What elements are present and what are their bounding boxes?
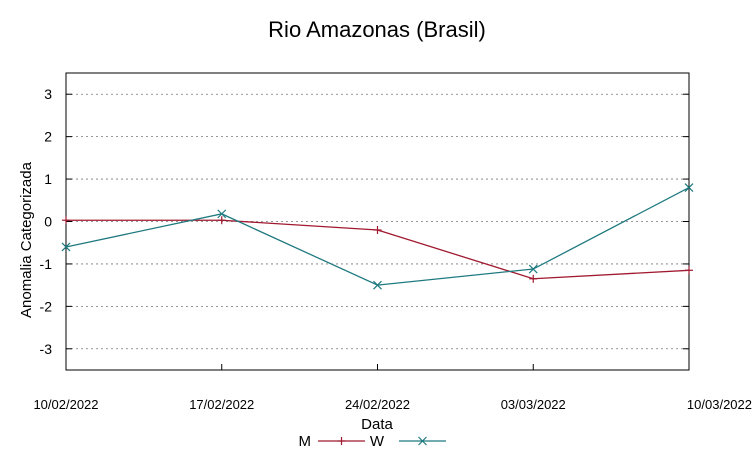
x-axis: 10/02/2022 17/02/2022 24/02/2022 03/03/2022… [33, 364, 752, 412]
y-tick-label: 3 [44, 86, 52, 102]
chart-title: Rio Amazonas (Brasil) [268, 17, 486, 42]
y-tick-label: -1 [40, 256, 53, 272]
point-marker [684, 183, 694, 192]
x-tick-label: 10/03/2022 [687, 397, 752, 412]
x-tick-label: 10/02/2022 [33, 397, 98, 412]
x-tick-label: 17/02/2022 [189, 397, 254, 412]
point-marker [418, 436, 427, 446]
y-tick-label: -2 [40, 298, 53, 314]
series-line [65, 186, 690, 286]
legend-item-w: W [370, 433, 446, 450]
y-tick-label: -3 [40, 341, 53, 357]
legend-item-m: M [299, 433, 365, 450]
point-marker [373, 280, 382, 290]
y-axis-label: Anomalia Categorizada [18, 161, 35, 318]
y-tick-label: 0 [44, 214, 52, 230]
x-tick-label: 03/03/2022 [501, 397, 566, 412]
y-tick-label: 1 [44, 171, 52, 187]
x-axis-label: Data [361, 416, 393, 433]
series-w [61, 183, 694, 290]
x-tick-label: 24/02/2022 [345, 397, 410, 412]
legend-label: M [299, 433, 312, 450]
series-layer [61, 183, 694, 290]
point-marker [61, 242, 71, 252]
point-marker [217, 209, 227, 219]
y-axis: 3 2 1 0 -1 -2 -3 [40, 86, 689, 357]
point-marker [528, 264, 538, 274]
gridlines [66, 93, 689, 350]
y-tick-label: 2 [44, 129, 52, 145]
series-m [62, 216, 693, 283]
legend-label: W [370, 433, 385, 450]
